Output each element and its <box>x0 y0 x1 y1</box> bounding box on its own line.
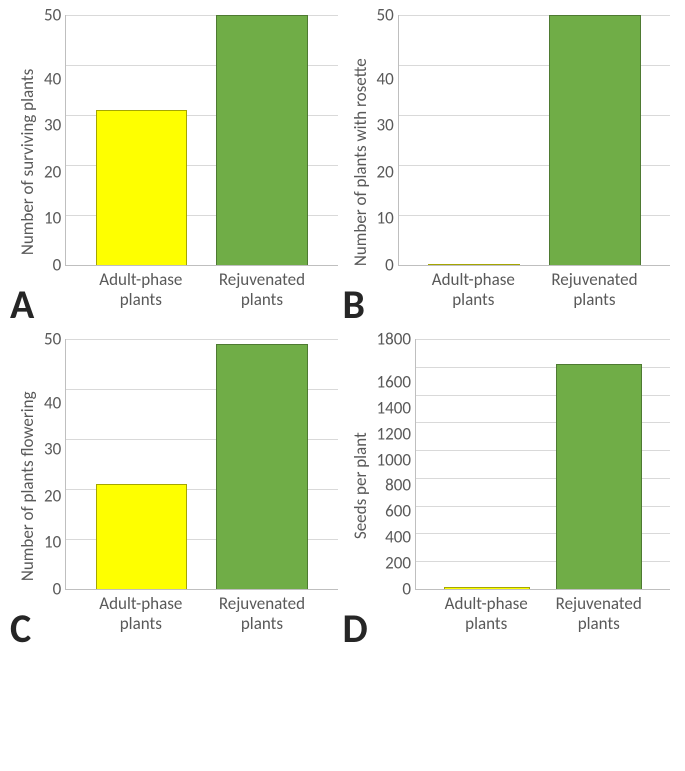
panel-b-yticks: 50403020100 <box>373 15 398 265</box>
panel-c-ylabel: Number of plants flowering <box>15 339 40 633</box>
panel-a-bar-rejuv <box>216 15 308 265</box>
panel-d-ylabel: Seeds per plant <box>348 339 373 633</box>
ytick: 30 <box>44 441 61 458</box>
panel-d-xlabel-rejuv: Rejuvenated plants <box>554 594 644 633</box>
ytick: 10 <box>44 210 61 227</box>
panel-c-xlabels: Adult-phase plants Rejuvenated plants <box>65 590 337 633</box>
panel-a-bars <box>66 15 337 265</box>
panel-b-xlabel-rejuv: Rejuvenated plants <box>546 270 643 309</box>
ytick: 0 <box>44 581 61 598</box>
panel-c-yticks: 50403020100 <box>40 339 65 589</box>
ytick: 1000 <box>377 451 411 468</box>
panel-b-plot <box>398 15 670 266</box>
panel-b-bar-adult <box>428 264 520 265</box>
panel-c: C Number of plants flowering 50403020100… <box>15 339 338 633</box>
panel-b-xlabel-adult: Adult-phase plants <box>425 270 522 309</box>
ytick: 40 <box>44 394 61 411</box>
ytick: 10 <box>44 534 61 551</box>
panel-a-plot <box>65 15 337 266</box>
ytick: 50 <box>44 7 61 24</box>
panel-b: B Number of plants with rosette 50403020… <box>348 15 671 309</box>
panel-a-xlabel-rejuv: Rejuvenated plants <box>213 270 310 309</box>
panel-d-bar-rejuv <box>556 364 641 589</box>
panel-a: A Number of surviving plants 50403020100… <box>15 15 338 309</box>
panel-b-xlabels: Adult-phase plants Rejuvenated plants <box>398 266 670 309</box>
panel-b-ylabel: Number of plants with rosette <box>348 15 373 309</box>
panel-d-plot <box>415 339 670 590</box>
ytick: 400 <box>377 529 411 546</box>
panel-c-bar-rejuv <box>216 344 308 589</box>
ytick: 200 <box>377 555 411 572</box>
ytick: 0 <box>377 580 411 597</box>
ytick: 10 <box>377 210 394 227</box>
ytick: 20 <box>377 163 394 180</box>
ytick: 40 <box>44 70 61 87</box>
panel-a-ylabel: Number of surviving plants <box>15 15 40 309</box>
ytick: 50 <box>44 331 61 348</box>
ytick: 1400 <box>377 399 411 416</box>
panel-a-xlabel-adult: Adult-phase plants <box>92 270 189 309</box>
ytick: 50 <box>377 7 394 24</box>
panel-d-yticks: 180016001400120010008006004002000 <box>373 339 415 589</box>
ytick: 0 <box>377 256 394 273</box>
ytick: 600 <box>377 503 411 520</box>
panel-b-bars <box>399 15 670 265</box>
ytick: 40 <box>377 70 394 87</box>
panel-d: D Seeds per plant 1800160014001200100080… <box>348 339 671 633</box>
ytick: 800 <box>377 477 411 494</box>
panel-c-bar-adult <box>96 484 188 589</box>
panel-d-bar-adult <box>444 587 529 589</box>
panel-b-bar-rejuv <box>549 15 641 265</box>
panel-c-bars <box>66 339 337 589</box>
panel-d-xlabel-adult: Adult-phase plants <box>441 594 531 633</box>
panel-c-plot <box>65 339 337 590</box>
panel-a-bar-adult <box>96 110 188 265</box>
ytick: 0 <box>44 256 61 273</box>
panels-grid: A Number of surviving plants 50403020100… <box>15 15 670 633</box>
panel-c-xlabel-adult: Adult-phase plants <box>92 594 189 633</box>
panel-d-bars <box>416 339 670 589</box>
ytick: 20 <box>44 487 61 504</box>
ytick: 1600 <box>377 373 411 390</box>
panel-a-xlabels: Adult-phase plants Rejuvenated plants <box>65 266 337 309</box>
panel-c-xlabel-rejuv: Rejuvenated plants <box>213 594 310 633</box>
panel-a-yticks: 50403020100 <box>40 15 65 265</box>
ytick: 30 <box>44 117 61 134</box>
ytick: 20 <box>44 163 61 180</box>
panel-d-xlabels: Adult-phase plants Rejuvenated plants <box>415 590 670 633</box>
ytick: 30 <box>377 117 394 134</box>
ytick: 1200 <box>377 425 411 442</box>
ytick: 1800 <box>377 331 411 348</box>
